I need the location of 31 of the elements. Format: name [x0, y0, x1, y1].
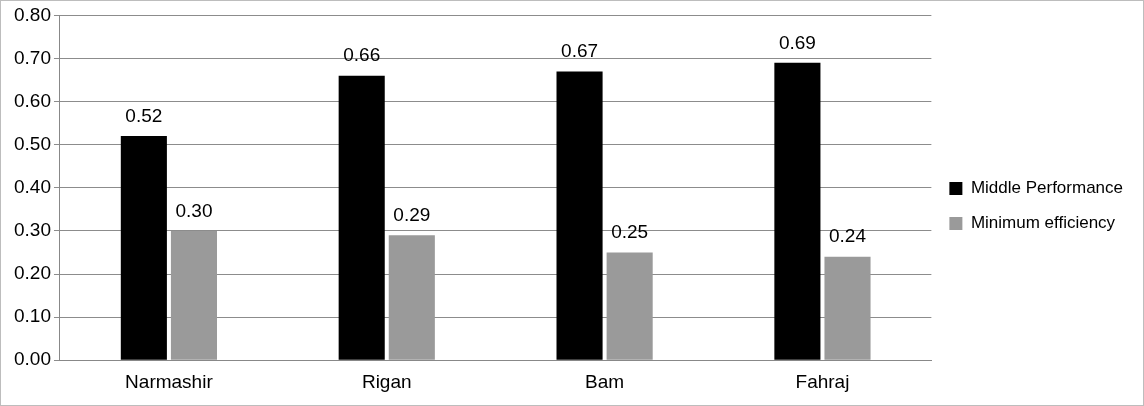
- data-label: 0.25: [611, 221, 649, 243]
- y-tick-label: 0.80: [14, 3, 51, 25]
- y-tick-label: 0.30: [14, 219, 51, 241]
- data-label: 0.29: [393, 203, 431, 225]
- y-tick-label: 0.40: [14, 176, 51, 198]
- x-tick-label: Narmashir: [125, 370, 214, 392]
- bar: [556, 71, 603, 360]
- y-tick-label: 0.20: [14, 262, 51, 284]
- y-tick-label: 0.70: [14, 46, 51, 68]
- data-label: 0.67: [561, 40, 599, 62]
- y-tick-label: 0.00: [14, 348, 51, 370]
- x-tick-label: Bam: [585, 370, 625, 392]
- legend-label: Middle Performance: [970, 178, 1123, 198]
- x-tick-label: Rigan: [361, 370, 412, 392]
- bar: [170, 230, 218, 360]
- x-tick-label: Fahraj: [795, 370, 850, 392]
- data-label: 0.66: [343, 44, 381, 66]
- y-tick-label: 0.50: [14, 132, 51, 154]
- legend-label: Minimum efficiency: [970, 213, 1116, 233]
- bar: [824, 256, 871, 360]
- data-label: 0.24: [829, 225, 867, 247]
- bar: [388, 235, 435, 360]
- y-tick-label: 0.10: [14, 305, 51, 327]
- data-label: 0.69: [778, 31, 816, 53]
- data-label: 0.30: [175, 199, 213, 221]
- bar: [120, 136, 167, 360]
- data-label: 0.52: [125, 104, 163, 126]
- bar: [606, 252, 653, 360]
- bar: [338, 75, 385, 360]
- bar: [774, 62, 821, 360]
- y-tick-label: 0.60: [14, 89, 51, 111]
